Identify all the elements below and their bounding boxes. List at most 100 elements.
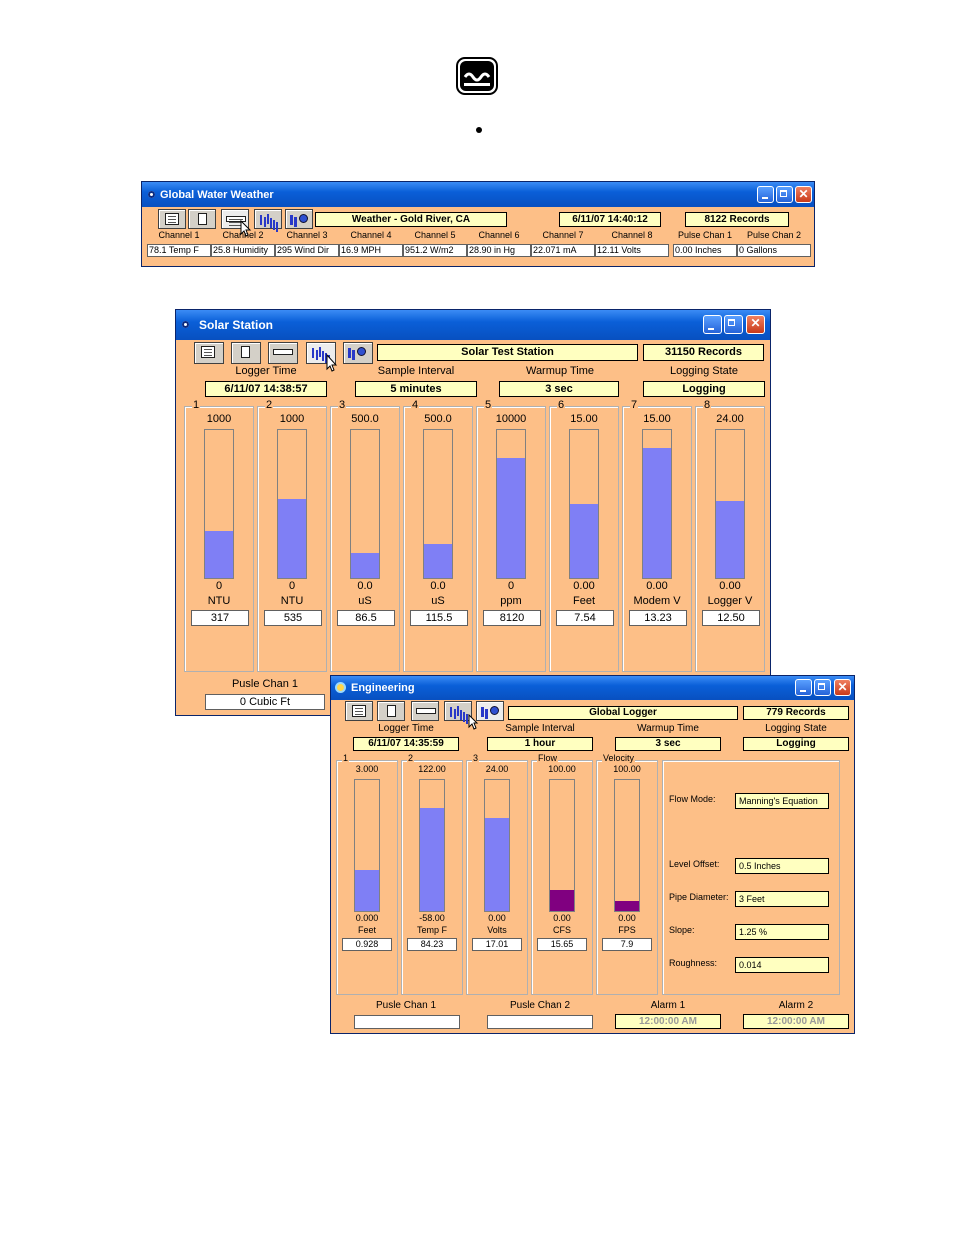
- channel-header-label: Pulse Chan 2: [746, 230, 802, 240]
- window-titlebar[interactable]: Solar Station ✕: [176, 310, 770, 340]
- single-panel-icon: [387, 705, 396, 717]
- single-view-button[interactable]: [188, 209, 216, 229]
- channel-value-cell: 0 Gallons: [737, 244, 811, 257]
- solar-station-window: Solar Station ✕ Solar Test Station 31150…: [175, 309, 771, 716]
- channel-bar-fill: [351, 552, 379, 578]
- warmup-time-value: 3 sec: [499, 381, 619, 397]
- logger-time-value: 6/11/07 14:38:57: [205, 381, 327, 397]
- channel-unit-label: Temp F: [416, 925, 447, 935]
- channel-value-cell: 16.9 MPH: [339, 244, 403, 257]
- channel-bar-fill: [570, 504, 598, 578]
- flow-mode-label: Flow Mode:: [669, 794, 716, 804]
- roughness-label: Roughness:: [669, 958, 718, 968]
- spreadsheet-view-button[interactable]: [158, 209, 186, 229]
- channel-unit-label: ppm: [500, 595, 522, 607]
- minimize-button[interactable]: [757, 185, 774, 203]
- warmup-time-value: 3 sec: [615, 737, 721, 751]
- window-titlebar[interactable]: Global Water Weather ✕: [142, 182, 814, 207]
- slope-field[interactable]: 1.25 %: [735, 924, 829, 940]
- channel-min-label: 0.00: [719, 580, 741, 592]
- maximize-button[interactable]: [814, 679, 831, 696]
- channel-header-label: Channel 3: [286, 230, 328, 240]
- channel-value-field: 15.65: [537, 938, 587, 951]
- close-button[interactable]: ✕: [795, 185, 812, 203]
- channel-min-label: 0: [215, 580, 223, 592]
- sun-icon: [337, 684, 344, 691]
- channel-value-field: 12.50: [702, 610, 760, 626]
- window-titlebar[interactable]: Engineering ✕: [331, 676, 854, 700]
- channel-value-field: 7.9: [602, 938, 652, 951]
- close-button[interactable]: ✕: [746, 315, 765, 334]
- record-count: 31150 Records: [643, 344, 764, 361]
- settings-view-button[interactable]: [343, 342, 373, 364]
- flow-mode-field[interactable]: Manning's Equation: [735, 793, 829, 809]
- channel-max-label: 24.00: [716, 413, 744, 425]
- close-button[interactable]: ✕: [834, 679, 851, 696]
- channel-group: [184, 406, 254, 672]
- pulse-channel-1-label: Pusle Chan 1: [375, 1000, 437, 1011]
- settings-view-button[interactable]: [476, 701, 504, 721]
- spreadsheet-icon: [165, 213, 179, 225]
- channel-value-cell: 0.00 Inches: [673, 244, 737, 257]
- pulse-channel-2-value: [487, 1015, 593, 1029]
- pulse-channel-label: Pusle Chan 1: [231, 678, 299, 690]
- strip-icon: [273, 349, 293, 355]
- bar-graph-view-button[interactable]: [254, 209, 282, 229]
- channel-header-label: Pulse Chan 1: [677, 230, 733, 240]
- single-view-button[interactable]: [377, 701, 405, 721]
- station-name: Global Logger: [508, 706, 738, 720]
- channel-value-field: 8120: [483, 610, 541, 626]
- channel-min-label: 0.000: [355, 913, 379, 923]
- alarm-1-value: 12:00:00 AM: [615, 1014, 721, 1029]
- strip-view-button[interactable]: [268, 342, 298, 364]
- bar-graph-view-button[interactable]: [444, 701, 472, 721]
- maximize-button[interactable]: [724, 315, 743, 334]
- channel-bar-fill: [420, 807, 444, 911]
- channel-number: 7: [630, 399, 639, 411]
- roughness-field[interactable]: 0.014: [735, 957, 829, 973]
- channel-value-field: 317: [191, 610, 249, 626]
- alarm-2-label: Alarm 2: [778, 1000, 814, 1011]
- spreadsheet-view-button[interactable]: [345, 701, 373, 721]
- channel-value-field: 13.23: [629, 610, 687, 626]
- sample-interval-value: 1 hour: [487, 737, 593, 751]
- channel-bar-fill: [643, 447, 671, 578]
- channel-number: Flow: [537, 753, 559, 763]
- channel-number: Velocity: [602, 753, 636, 763]
- settings-gear-icon: [290, 213, 310, 225]
- channel-bar-fill: [716, 501, 744, 578]
- channel-unit-label: uS: [431, 595, 445, 607]
- level-offset-field[interactable]: 0.5 Inches: [735, 858, 829, 874]
- sample-interval-label: Sample Interval: [505, 723, 575, 734]
- spreadsheet-view-button[interactable]: [194, 342, 224, 364]
- channel-group: [466, 760, 528, 995]
- spreadsheet-icon: [201, 346, 215, 358]
- window-icon: [182, 321, 189, 328]
- single-view-button[interactable]: [231, 342, 261, 364]
- maximize-button[interactable]: [776, 185, 793, 203]
- channel-bar-frame: [642, 429, 672, 579]
- channel-group: [549, 406, 619, 672]
- settings-gear-icon: [348, 346, 368, 358]
- minimize-button[interactable]: [795, 679, 812, 696]
- single-panel-icon: [241, 346, 250, 358]
- minimize-button[interactable]: [703, 315, 722, 334]
- channel-max-label: 122.00: [418, 764, 446, 774]
- channel-max-label: 500.0: [351, 413, 379, 425]
- channel-bar-frame: [350, 429, 380, 579]
- channel-bar-frame: [204, 429, 234, 579]
- channel-bar-frame: [354, 779, 380, 912]
- pipe-diameter-field[interactable]: 3 Feet: [735, 891, 829, 907]
- channel-group: [336, 760, 398, 995]
- channel-value-cell: 28.90 in Hg: [467, 244, 531, 257]
- strip-view-button[interactable]: [411, 701, 439, 721]
- settings-view-button[interactable]: [285, 209, 313, 229]
- channel-min-label: 0.0: [430, 580, 446, 592]
- channel-max-label: 500.0: [424, 413, 452, 425]
- channel-bar-frame: [614, 779, 640, 912]
- channel-bar-fill: [355, 870, 379, 911]
- channel-value-field: 0.928: [342, 938, 392, 951]
- logging-state-label: Logging State: [765, 723, 827, 734]
- channel-number: 6: [557, 399, 566, 411]
- channel-bar-fill: [485, 818, 509, 911]
